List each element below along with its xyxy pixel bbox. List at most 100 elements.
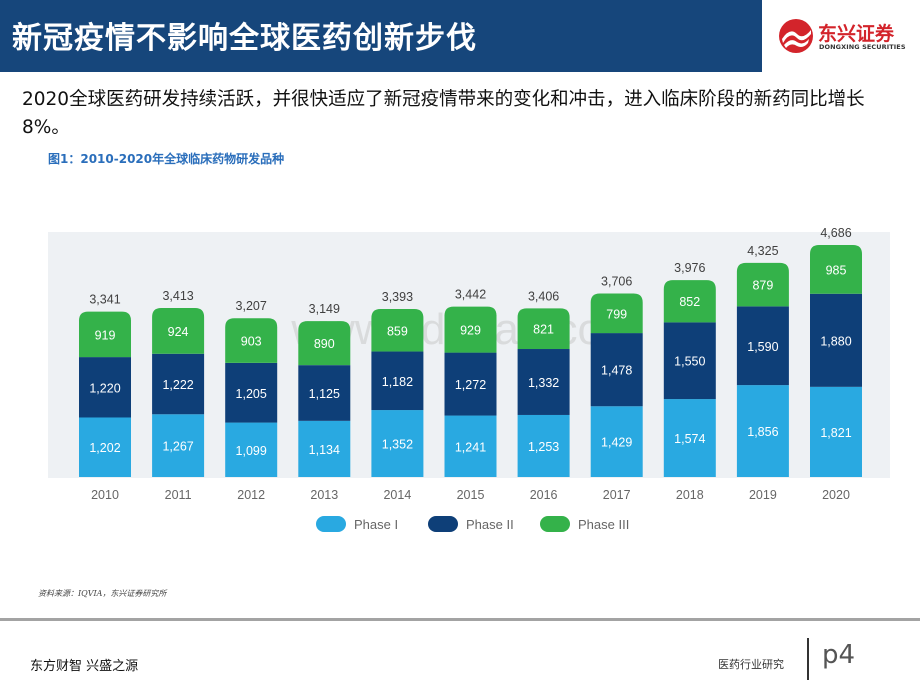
legend-label: Phase II [466, 517, 514, 532]
data-label: 890 [314, 337, 335, 351]
source-note: 资料来源：IQVIA，东兴证券研究所 [38, 589, 167, 598]
bar-segment-phase-iii [590, 293, 643, 334]
data-label: 1,352 [382, 438, 413, 452]
data-label: 929 [460, 324, 481, 338]
bar-segment-phase-iii [444, 306, 497, 353]
x-tick-label: 2012 [237, 488, 265, 502]
data-label: 903 [241, 335, 262, 349]
data-label: 1,253 [528, 440, 559, 454]
header-bar: 新冠疫情不影响全球医药创新步伐 [0, 0, 762, 72]
data-label: 1,099 [236, 444, 267, 458]
figure-title: 图1：2010-2020年全球临床药物研发品种 [48, 152, 285, 166]
legend-swatch [540, 516, 570, 532]
bar-segment-phase-i [225, 422, 278, 477]
data-label: 1,205 [236, 387, 267, 401]
stacked-bar-chart: www.bdgaa3.com1,2021,2209193,34120101,26… [79, 226, 862, 532]
data-label: 1,478 [601, 364, 632, 378]
bar-segment-phase-i [736, 385, 789, 477]
bar-segment-phase-i [79, 417, 131, 477]
bar-segment-phase-i [444, 415, 497, 477]
logo-name-en: DONGXING SECURITIES [819, 43, 906, 51]
x-tick-label: 2014 [383, 488, 411, 502]
data-label: 919 [95, 328, 116, 342]
x-tick-label: 2015 [457, 488, 485, 502]
page-title: 新冠疫情不影响全球医药创新步伐 [12, 21, 477, 56]
total-label: 3,207 [236, 299, 267, 313]
total-label: 3,393 [382, 290, 413, 304]
bar-segment-phase-ii [371, 351, 424, 411]
data-label: 1,590 [747, 340, 778, 354]
data-label: 1,856 [747, 425, 778, 439]
bar-segment-phase-iii [736, 262, 789, 307]
bar-segment-phase-i [298, 420, 351, 477]
x-tick-label: 2020 [822, 488, 850, 502]
bar-segment-phase-iii [298, 321, 351, 366]
total-label: 3,976 [674, 261, 705, 275]
data-label: 852 [679, 295, 700, 309]
total-label: 3,706 [601, 275, 632, 289]
x-tick-label: 2016 [530, 488, 558, 502]
x-tick-label: 2010 [91, 488, 119, 502]
total-label: 4,325 [747, 244, 778, 258]
data-label: 1,272 [455, 378, 486, 392]
total-label: 3,341 [89, 293, 120, 307]
data-label: 1,267 [162, 440, 193, 454]
legend-label: Phase I [354, 517, 398, 532]
x-tick-label: 2011 [165, 488, 192, 502]
intro-text: 2020全球医药研发持续活跃，并很快适应了新冠疫情带来的变化和冲击，进入临床阶段… [22, 89, 865, 138]
data-label: 1,241 [455, 440, 486, 454]
bar-segment-phase-ii [298, 365, 351, 421]
bar-segment-phase-ii [590, 333, 643, 407]
total-label: 4,686 [820, 226, 851, 240]
bar-segment-phase-iii [663, 280, 716, 323]
bar-segment-phase-ii [444, 352, 497, 416]
bar-segment-phase-ii [225, 362, 278, 423]
data-label: 924 [168, 325, 189, 339]
bar-segment-phase-ii [663, 322, 716, 400]
footer-section-label: 医药行业研究 [718, 658, 784, 671]
bar-segment-phase-iii [371, 309, 424, 352]
data-label: 1,222 [162, 378, 193, 392]
total-label: 3,413 [162, 289, 193, 303]
data-label: 879 [752, 279, 773, 293]
data-label: 985 [826, 263, 847, 277]
legend-swatch [428, 516, 458, 532]
bar-segment-phase-ii [152, 353, 205, 415]
bar-segment-phase-i [663, 399, 716, 477]
data-label: 1,550 [674, 355, 705, 369]
footer-divider [0, 618, 920, 621]
bar-segment-phase-iii [225, 318, 278, 363]
data-label: 1,220 [89, 381, 120, 395]
bar-segment-phase-ii [736, 306, 789, 386]
footer-slogan: 东方财智 兴盛之源 [30, 659, 139, 674]
bar-segment-phase-i [517, 414, 570, 477]
bar-segment-phase-ii [810, 293, 862, 387]
logo-name-cn: 东兴证券 [818, 23, 895, 45]
data-label: 799 [606, 307, 627, 321]
page-number: p4 [822, 640, 856, 670]
data-label: 1,134 [309, 443, 340, 457]
bar-segment-phase-ii [517, 349, 570, 415]
data-label: 1,880 [820, 334, 851, 348]
bar-segment-phase-iii [810, 245, 862, 294]
total-label: 3,406 [528, 289, 559, 303]
data-label: 1,125 [309, 387, 340, 401]
footer-separator [807, 638, 809, 680]
data-label: 859 [387, 324, 408, 338]
bar-segment-phase-i [152, 414, 205, 477]
total-label: 3,442 [455, 288, 486, 302]
bar-segment-phase-i [371, 410, 424, 477]
data-label: 1,574 [674, 432, 705, 446]
x-tick-label: 2019 [749, 488, 777, 502]
bar-segment-phase-iii [517, 308, 570, 350]
x-tick-label: 2018 [676, 488, 704, 502]
data-label: 1,821 [820, 426, 851, 440]
data-label: 1,429 [601, 436, 632, 450]
bar-segment-phase-i [810, 386, 862, 477]
data-label: 1,332 [528, 376, 559, 390]
x-tick-label: 2017 [603, 488, 631, 502]
bar-segment-phase-i [590, 406, 643, 477]
bar-segment-phase-ii [79, 357, 131, 418]
legend-label: Phase III [578, 517, 629, 532]
bar-segment-phase-iii [152, 308, 205, 354]
